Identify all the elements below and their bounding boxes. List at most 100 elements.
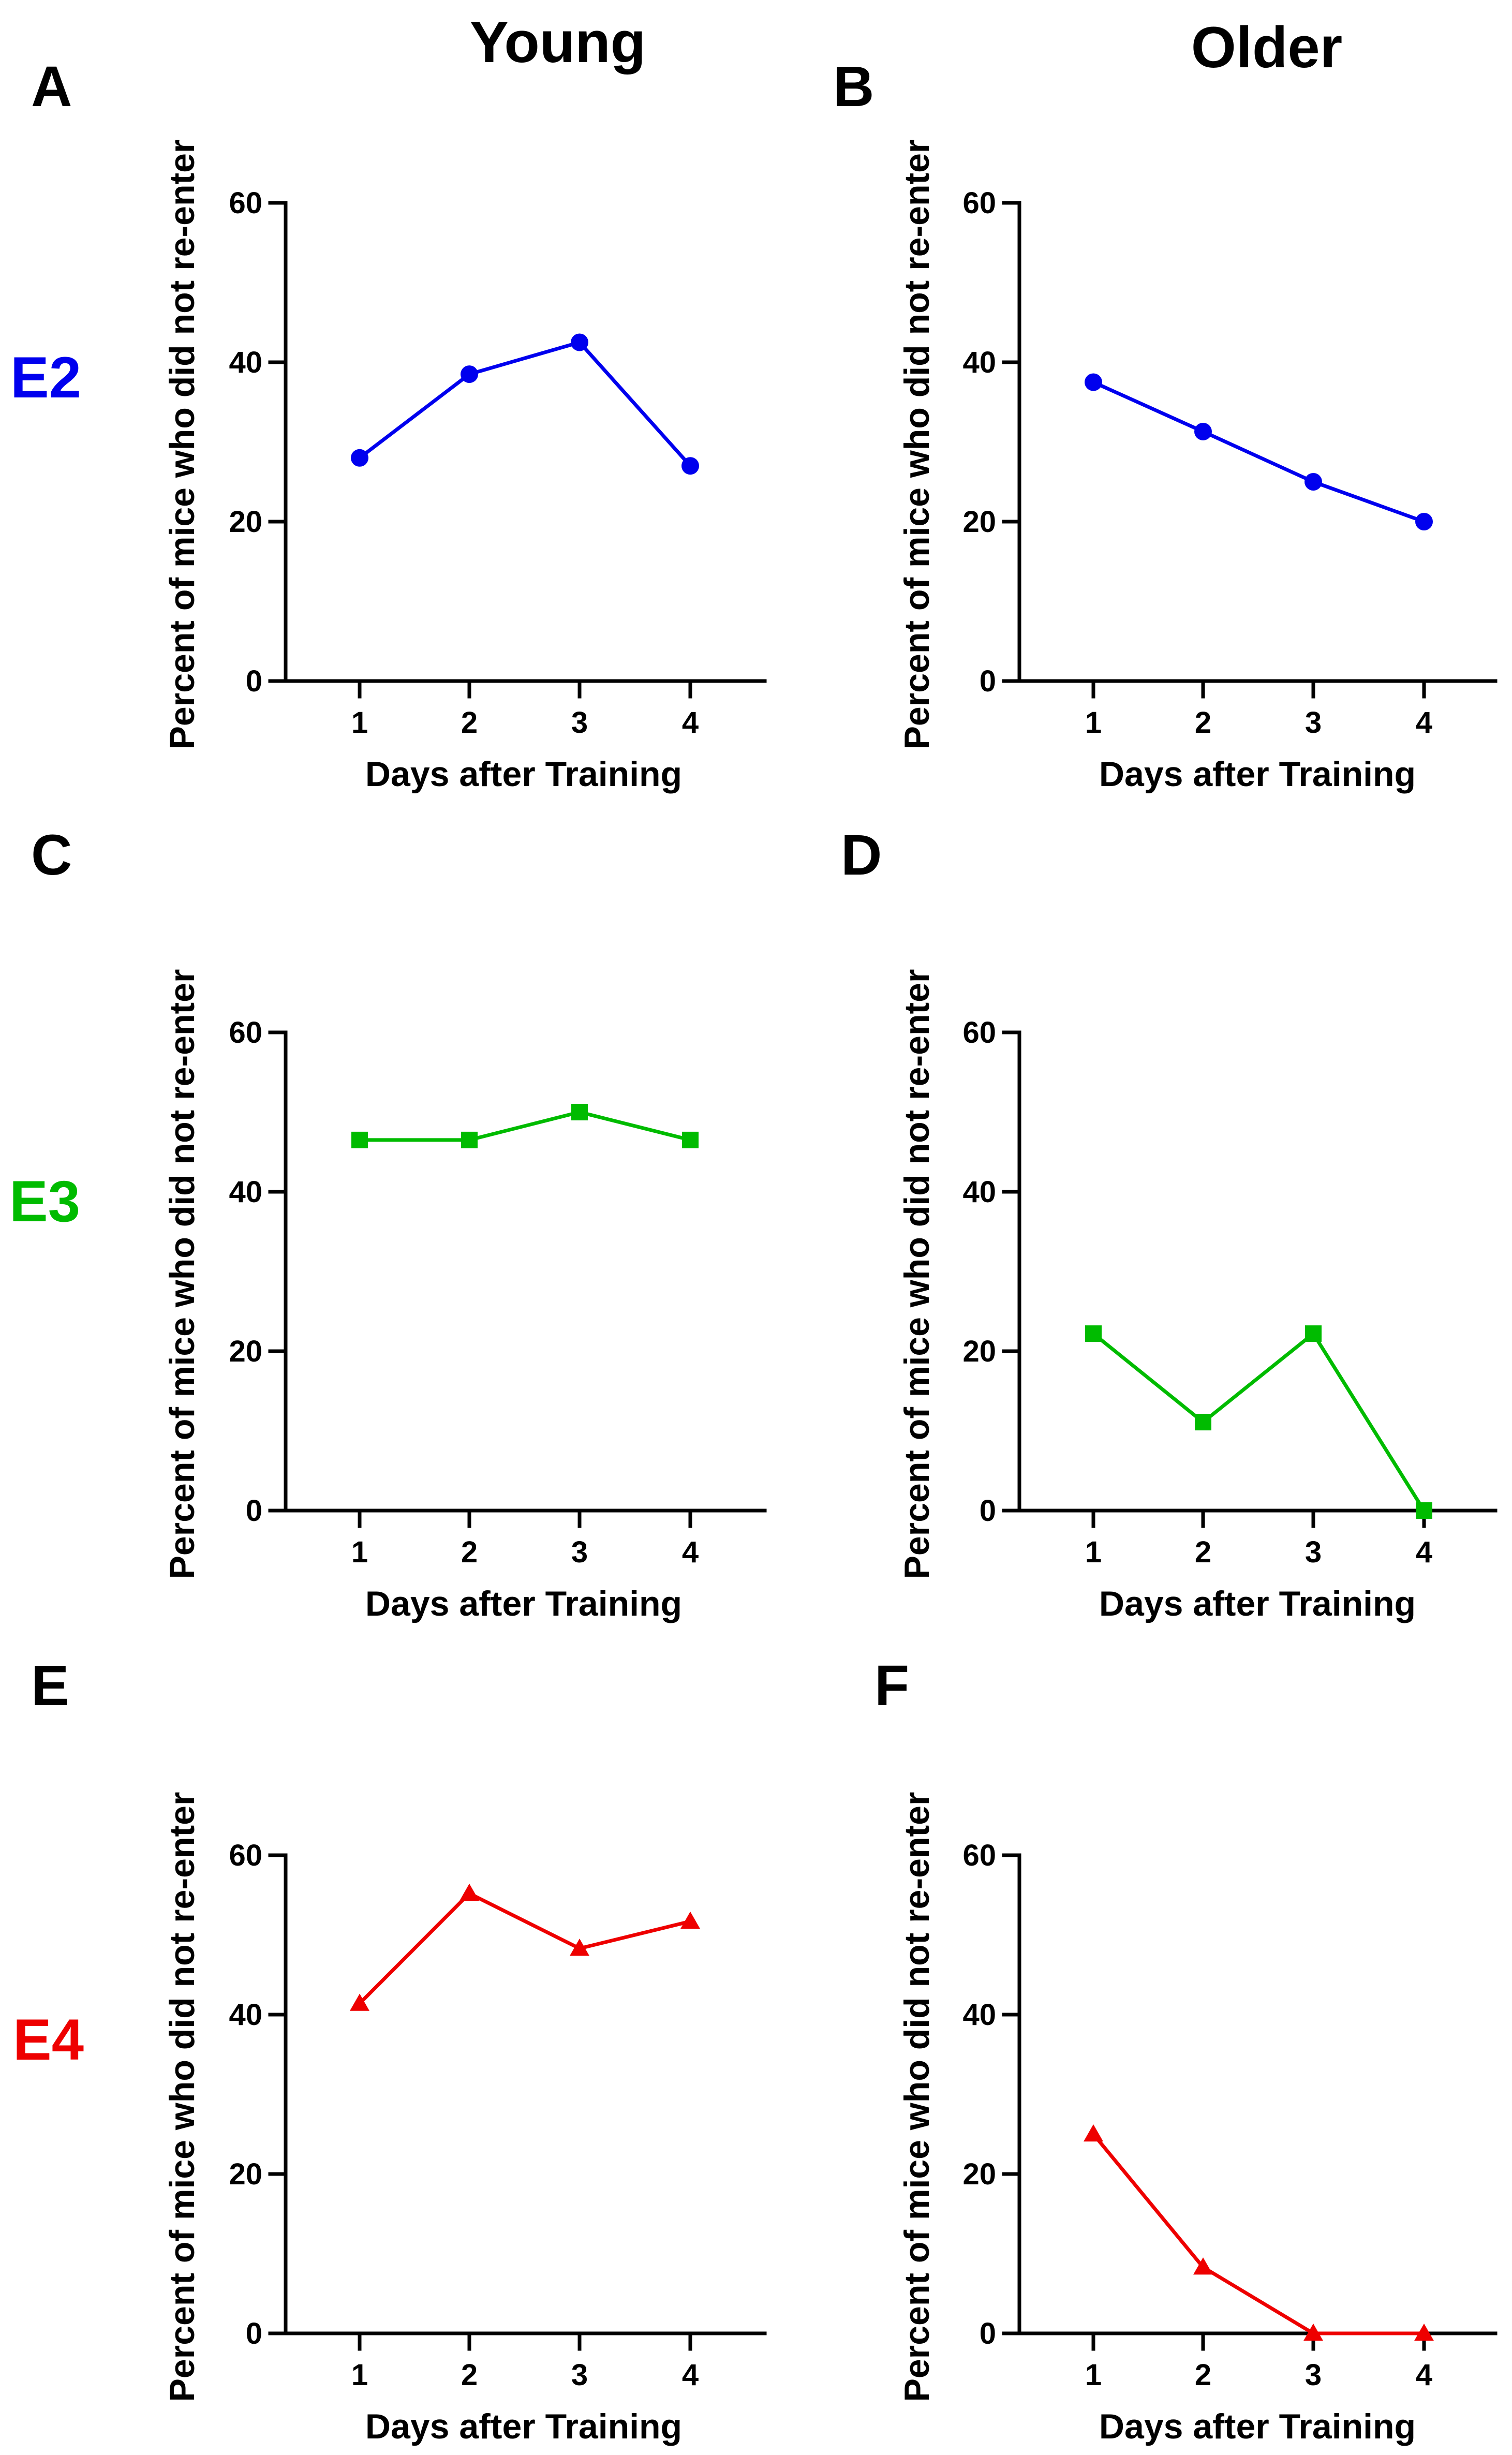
panel-letter-e: E [31,1654,69,1718]
y-tick-label-a-0: 0 [246,664,262,698]
x-tick-label-d-2: 2 [1195,1535,1211,1569]
x-axis-label-b: Days after Training [1099,755,1416,794]
y-tick-label-e-0: 0 [246,2317,262,2350]
x-tick-label-c-1: 1 [351,1535,368,1569]
y-tick-label-e-40: 40 [229,1998,262,2032]
y-axis-label-a: Percent of mice who did not re-enter [162,140,202,750]
x-tick-label-a-1: 1 [351,706,368,740]
data-point-b-4 [1415,513,1433,530]
data-point-a-1 [351,449,368,467]
panel-letter-b: B [833,55,874,119]
x-axis-label-d: Days after Training [1099,1584,1416,1623]
data-point-c-1 [351,1131,368,1148]
y-tick-label-c-20: 20 [229,1335,262,1368]
x-tick-label-c-4: 4 [682,1535,699,1569]
x-tick-label-a-3: 3 [571,706,588,740]
x-axis-label-e: Days after Training [365,2407,682,2446]
data-point-e-1 [350,1993,369,2011]
x-tick-label-b-4: 4 [1416,706,1432,740]
x-tick-label-d-1: 1 [1085,1535,1102,1569]
x-tick-label-d-3: 3 [1305,1535,1322,1569]
data-point-d-4 [1416,1502,1432,1519]
x-tick-label-b-1: 1 [1085,706,1102,740]
y-tick-label-f-60: 60 [962,1839,996,1872]
x-tick-label-f-3: 3 [1305,2358,1322,2392]
x-tick-label-e-1: 1 [351,2358,368,2392]
row-label-e4: E4 [13,2007,84,2072]
data-point-f-2 [1193,2257,1213,2275]
y-tick-label-c-0: 0 [246,1494,262,1528]
y-tick-label-f-0: 0 [980,2317,996,2350]
row-label-e3: E3 [9,1169,80,1234]
column-header-older: Older [1191,15,1343,80]
x-tick-label-e-3: 3 [571,2358,588,2392]
y-tick-label-f-40: 40 [962,1998,996,2032]
panel-letter-c: C [31,823,72,887]
y-tick-label-a-60: 60 [229,186,262,220]
x-tick-label-a-2: 2 [461,706,478,740]
x-tick-label-c-3: 3 [571,1535,588,1569]
y-axis-label-d: Percent of mice who did not re-enter [897,969,937,1579]
x-tick-label-a-4: 4 [682,706,699,740]
y-tick-label-e-60: 60 [229,1839,262,1872]
x-axis-label-c: Days after Training [365,1584,682,1623]
series-line-b [1092,380,1425,524]
y-axis-label-b: Percent of mice who did not re-enter [897,140,937,750]
data-point-e-4 [680,1911,700,1929]
y-tick-label-d-40: 40 [962,1175,996,1209]
y-tick-label-b-0: 0 [980,664,996,698]
x-tick-label-c-2: 2 [461,1535,478,1569]
data-point-f-3 [1303,2324,1323,2341]
x-axis-label-a: Days after Training [365,755,682,794]
y-tick-label-d-60: 60 [962,1016,996,1049]
x-tick-label-d-4: 4 [1416,1535,1432,1569]
x-tick-label-e-2: 2 [461,2358,478,2392]
data-point-c-3 [571,1104,588,1120]
panel-letter-a: A [31,55,72,119]
y-tick-label-d-20: 20 [962,1335,996,1368]
column-header-young: Young [470,10,646,75]
y-axis-label-f: Percent of mice who did not re-enter [897,1792,937,2402]
y-tick-label-c-60: 60 [229,1016,262,1049]
y-tick-label-b-60: 60 [962,186,996,220]
y-tick-label-a-40: 40 [229,346,262,379]
y-tick-label-d-0: 0 [980,1494,996,1528]
x-tick-label-f-4: 4 [1416,2358,1432,2392]
series-line-c [360,1110,691,1142]
y-tick-label-a-20: 20 [229,505,262,539]
x-tick-label-e-4: 4 [682,2358,699,2392]
data-point-d-3 [1305,1325,1322,1342]
data-point-f-1 [1084,2124,1103,2142]
x-tick-label-f-2: 2 [1195,2358,1211,2392]
series-line-a [358,341,692,467]
data-point-b-3 [1305,473,1322,491]
data-point-e-2 [459,1883,479,1901]
data-point-c-4 [682,1131,699,1148]
x-tick-label-b-2: 2 [1195,706,1211,740]
y-axis-label-c: Percent of mice who did not re-enter [162,969,202,1579]
data-point-d-2 [1195,1414,1211,1431]
data-point-c-2 [461,1131,478,1148]
data-point-a-3 [571,333,588,351]
y-tick-label-b-40: 40 [962,346,996,379]
panel-letter-f: F [874,1654,909,1718]
data-point-d-1 [1085,1325,1102,1342]
y-tick-label-c-40: 40 [229,1175,262,1209]
y-tick-label-f-20: 20 [962,2157,996,2191]
y-tick-label-e-20: 20 [229,2157,262,2191]
row-label-e2: E2 [10,345,81,410]
data-point-a-4 [681,457,699,475]
series-line-f [1092,2133,1424,2335]
x-tick-label-b-3: 3 [1305,706,1322,740]
x-tick-label-f-1: 1 [1085,2358,1102,2392]
data-point-a-2 [461,365,478,383]
series-line-d [1092,1332,1426,1512]
data-point-e-3 [570,1939,589,1956]
y-axis-label-e: Percent of mice who did not re-enter [162,1792,202,2402]
